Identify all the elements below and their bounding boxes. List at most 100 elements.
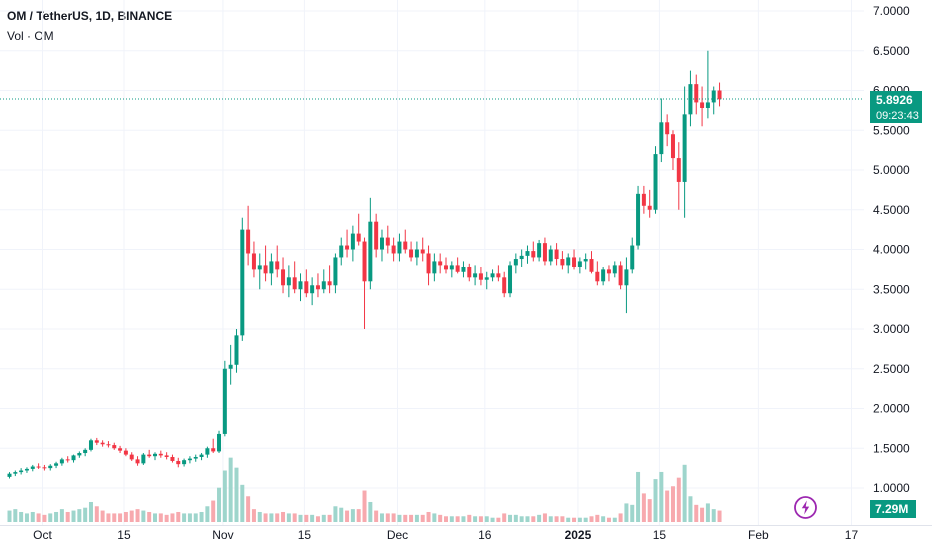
candle-body — [106, 444, 111, 446]
candle-body — [694, 84, 699, 103]
volume-bar — [193, 513, 198, 522]
volume-bar — [217, 487, 222, 522]
volume-bar — [647, 499, 652, 522]
candle-body — [444, 265, 448, 270]
volume-bar — [542, 513, 547, 522]
candle-body — [478, 273, 483, 280]
candle-body — [321, 281, 326, 290]
volume-value-label: 7.29M — [870, 500, 916, 518]
candle-body — [176, 460, 181, 465]
volume-bar — [141, 510, 146, 522]
volume-bar — [391, 513, 396, 522]
volume-bar — [414, 514, 419, 522]
candle-body — [129, 454, 134, 460]
volume-bar — [118, 513, 123, 522]
candle-body — [164, 455, 169, 457]
candle-body — [304, 281, 309, 294]
candle-body — [345, 245, 350, 250]
x-tick-label: 16 — [478, 528, 492, 542]
y-tick-label: 1.0000 — [873, 481, 910, 495]
x-tick-label: 17 — [845, 528, 859, 542]
volume-bar — [54, 511, 59, 522]
volume-bar — [164, 514, 169, 522]
volume-bar — [403, 514, 408, 522]
candle-body — [158, 453, 163, 456]
volume-bar — [228, 457, 233, 522]
y-tick-label: 2.0000 — [873, 402, 910, 416]
volume-bar — [612, 517, 617, 522]
volume-bar — [700, 507, 705, 522]
candle-body — [449, 265, 454, 270]
volume-bar — [374, 510, 379, 522]
x-tick-label: Feb — [748, 528, 769, 542]
volume-bar — [339, 507, 344, 522]
volume-bar — [385, 513, 390, 522]
y-tick-label: 4.5000 — [873, 203, 910, 217]
candle-body — [659, 122, 664, 155]
x-tick-label: 15 — [653, 528, 667, 542]
candle-body — [100, 442, 105, 445]
volume-bar — [525, 516, 530, 522]
volume-bar — [630, 504, 635, 522]
candle-body — [222, 368, 227, 434]
candle-body — [42, 467, 47, 469]
candle-body — [554, 249, 559, 260]
volume-bar — [688, 496, 693, 522]
volume-bar — [129, 510, 134, 522]
volume-bar — [147, 511, 152, 522]
volume-bar — [350, 509, 355, 522]
volume-bar — [112, 513, 117, 522]
candle-body — [315, 285, 320, 290]
candle-body — [467, 266, 472, 278]
volume-bar — [42, 514, 47, 522]
volume-bar — [234, 467, 239, 522]
candle-body — [187, 458, 192, 461]
candle-body — [327, 281, 332, 286]
candle-body — [473, 273, 478, 278]
volume-bar — [83, 507, 88, 522]
candle-body — [385, 237, 390, 246]
volume-bar — [106, 513, 111, 522]
time-axis[interactable]: Oct 15 Nov 15 Dec 16 2025 15 Feb 17 — [0, 525, 932, 543]
candle-body — [298, 281, 303, 290]
volume-bar — [653, 479, 658, 522]
volume-bar — [100, 510, 105, 522]
chart-grid — [0, 0, 864, 525]
volume-bar — [257, 511, 262, 522]
candle-body — [531, 251, 536, 258]
candle-body — [397, 241, 402, 254]
candle-body — [572, 257, 577, 267]
candle-body — [94, 440, 99, 443]
price-axis[interactable]: 7.00006.50006.00005.50005.00004.50004.00… — [873, 4, 910, 495]
volume-bar — [717, 510, 722, 522]
candle-body — [269, 261, 274, 274]
candle-body — [350, 233, 355, 250]
volume-bar — [321, 514, 326, 522]
candle-body — [310, 285, 315, 294]
volume-bar — [589, 516, 594, 522]
volume-bar — [484, 516, 489, 522]
volume-bar — [705, 503, 710, 522]
y-tick-label: 3.0000 — [873, 322, 910, 336]
volume-bar — [13, 509, 18, 522]
y-tick-label: 3.5000 — [873, 282, 910, 296]
volume-bar — [36, 513, 41, 522]
candle-body — [147, 454, 152, 457]
volume-bar — [397, 514, 402, 522]
candle-body — [455, 265, 460, 272]
volume-bar — [601, 516, 606, 522]
candle-body — [333, 257, 338, 286]
volume-bar — [71, 510, 76, 522]
volume-bar — [327, 514, 332, 522]
candle-body — [612, 265, 617, 274]
volume-bar — [251, 509, 256, 522]
y-tick-label: 1.5000 — [873, 441, 910, 455]
volume-bar — [59, 509, 64, 522]
candle-body — [665, 122, 670, 135]
candle-body — [24, 468, 29, 471]
lightning-icon[interactable] — [793, 495, 818, 520]
candle-body — [432, 261, 437, 274]
candle-body — [71, 455, 76, 461]
candle-body — [711, 90, 716, 103]
